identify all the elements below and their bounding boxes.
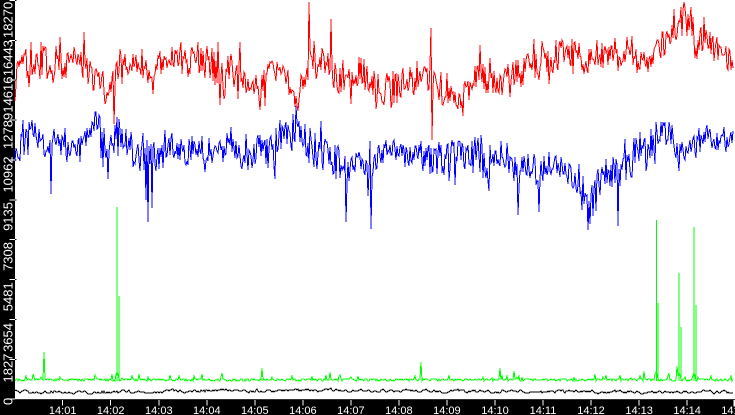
svg-text:14:10: 14:10 bbox=[481, 405, 509, 415]
svg-text:5481: 5481 bbox=[0, 282, 15, 311]
svg-text:14:02: 14:02 bbox=[97, 405, 125, 415]
svg-text:14:04: 14:04 bbox=[193, 405, 221, 415]
svg-text:14:15: 14:15 bbox=[721, 405, 735, 415]
svg-text:3654: 3654 bbox=[0, 323, 15, 352]
svg-text:16443: 16443 bbox=[0, 40, 15, 76]
svg-text:14:14: 14:14 bbox=[673, 405, 701, 415]
svg-text:14:06: 14:06 bbox=[289, 405, 317, 415]
svg-text:7308: 7308 bbox=[0, 242, 15, 271]
svg-text:18270: 18270 bbox=[0, 2, 15, 38]
svg-text:10962: 10962 bbox=[0, 156, 15, 192]
svg-text:14:09: 14:09 bbox=[433, 405, 461, 415]
svg-text:14:13: 14:13 bbox=[625, 405, 653, 415]
svg-text:0: 0 bbox=[0, 398, 15, 405]
svg-text:14:07: 14:07 bbox=[337, 405, 365, 415]
svg-text:12789: 12789 bbox=[0, 113, 15, 149]
svg-text:14:11: 14:11 bbox=[530, 405, 557, 415]
svg-text:14:03: 14:03 bbox=[145, 405, 173, 415]
svg-text:14:12: 14:12 bbox=[577, 405, 605, 415]
svg-text:9135: 9135 bbox=[0, 202, 15, 231]
svg-text:1827: 1827 bbox=[0, 354, 15, 383]
svg-text:14616: 14616 bbox=[0, 77, 15, 113]
svg-text:14:05: 14:05 bbox=[241, 405, 269, 415]
svg-text:14:01: 14:01 bbox=[49, 405, 77, 415]
svg-text:14:08: 14:08 bbox=[385, 405, 413, 415]
